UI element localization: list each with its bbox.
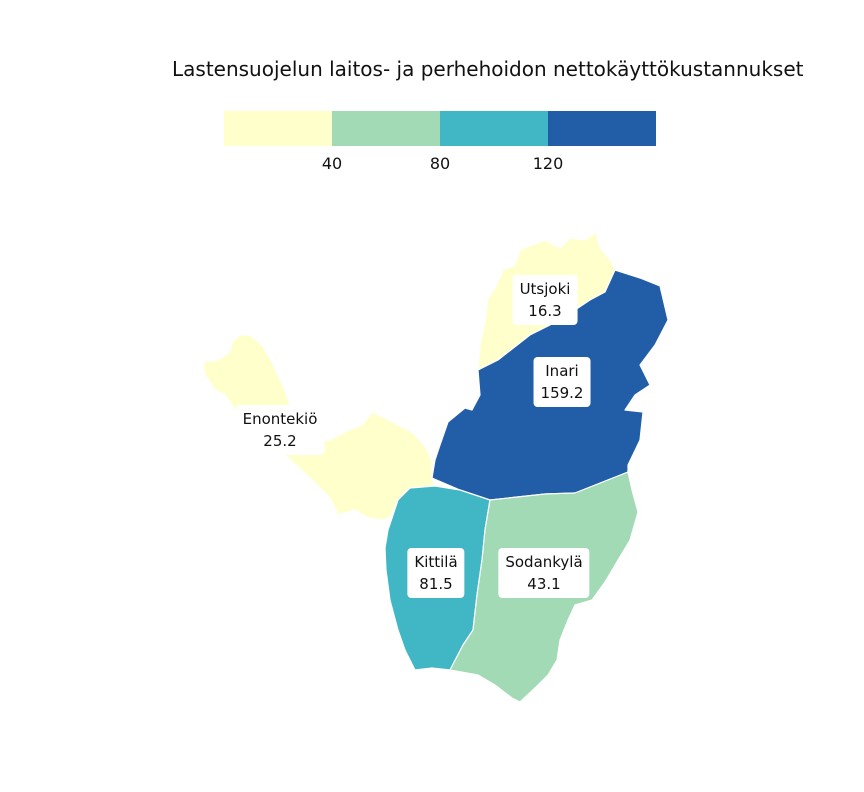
color-legend — [224, 111, 656, 146]
region-name: Utsjoki — [519, 280, 571, 298]
legend-tick-label: 80 — [429, 154, 451, 173]
legend-tick-label: 120 — [532, 154, 564, 173]
region-label-inari: Inari 159.2 — [533, 357, 591, 407]
region-label-utsjoki: Utsjoki 16.3 — [512, 275, 578, 325]
region-value: 25.2 — [263, 432, 297, 450]
region-name: Enontekiö — [242, 410, 318, 428]
region-label-kittila: Kittilä 81.5 — [407, 548, 465, 598]
legend-ticks: 40 80 120 — [224, 154, 656, 176]
region-value: 43.1 — [527, 575, 561, 593]
region-value: 81.5 — [419, 575, 453, 593]
map-title: Lastensuojelun laitos- ja perhehoidon ne… — [172, 57, 804, 81]
legend-swatch-4 — [548, 111, 656, 146]
legend-swatch-2 — [332, 111, 440, 146]
region-value: 16.3 — [528, 302, 562, 320]
region-label-sodankyla: Sodankylä 43.1 — [498, 548, 590, 598]
region-value: 159.2 — [540, 384, 584, 402]
legend-swatch-3 — [440, 111, 548, 146]
region-name: Kittilä — [414, 553, 458, 571]
legend-tick-label: 40 — [321, 154, 343, 173]
region-label-enontekio: Enontekiö 25.2 — [235, 405, 325, 455]
legend-swatch-1 — [224, 111, 332, 146]
region-name: Inari — [545, 362, 579, 380]
region-name: Sodankylä — [505, 553, 583, 571]
